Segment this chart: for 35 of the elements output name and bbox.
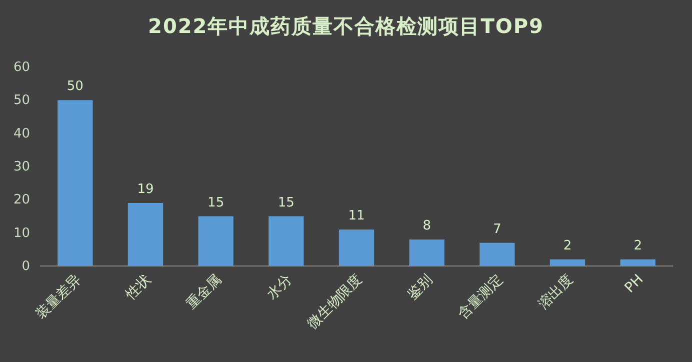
bar	[620, 259, 656, 266]
data-label: 2	[634, 238, 642, 254]
data-label: 8	[422, 218, 431, 234]
data-label: 11	[348, 208, 365, 224]
y-tick-label: 10	[13, 226, 30, 241]
bar	[198, 216, 234, 266]
x-tick-label: 装量差异	[33, 272, 84, 322]
y-tick-label: 0	[22, 259, 30, 274]
x-tick-label: 溶出度	[535, 272, 576, 313]
bar	[268, 216, 304, 266]
bar	[338, 230, 374, 266]
x-tick-label: 水分	[264, 272, 295, 303]
bar	[128, 202, 164, 266]
bar	[550, 259, 586, 266]
data-label: 50	[66, 79, 84, 94]
data-label: 19	[137, 182, 154, 197]
data-label: 15	[208, 195, 224, 210]
x-tick-label: 鉴别	[404, 272, 436, 303]
x-tick-label: 微生物限度	[304, 272, 366, 332]
y-tick-label: 40	[13, 126, 30, 142]
x-tick-label: 重金属	[184, 272, 225, 313]
data-label: 15	[278, 195, 294, 210]
bar	[480, 242, 515, 266]
bar	[58, 100, 93, 266]
data-label: 2	[563, 238, 572, 254]
chart-title: 2022年中成药质量不合格检测项目TOP9	[148, 14, 544, 38]
x-tick-label: 含量测定	[455, 272, 506, 322]
y-tick-label: 20	[13, 192, 30, 208]
data-label: 7	[493, 222, 502, 237]
x-tick-label: 性状	[122, 272, 154, 304]
x-tick-label: PH	[622, 272, 647, 296]
y-tick-label: 50	[13, 93, 30, 108]
y-tick-label: 30	[13, 160, 30, 174]
bar	[409, 239, 444, 266]
y-tick-label: 60	[13, 60, 30, 75]
